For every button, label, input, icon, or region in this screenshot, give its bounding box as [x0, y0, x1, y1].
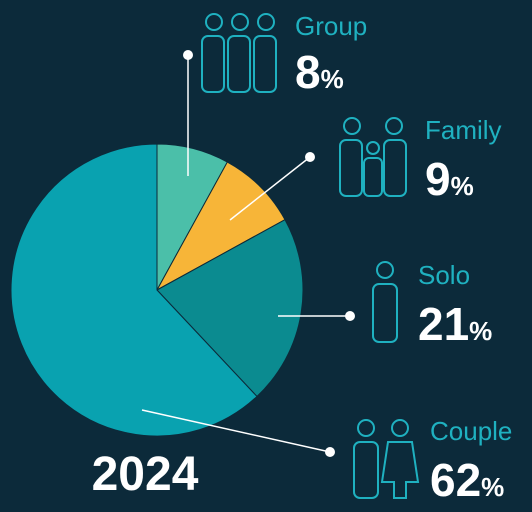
leader-dot [183, 50, 193, 60]
value-label: 62% [430, 454, 504, 506]
value-label: 9% [425, 153, 474, 205]
value-unit: % [481, 472, 504, 502]
category-label: Solo [418, 260, 470, 290]
leader-dot [305, 152, 315, 162]
couple-icon [353, 419, 420, 499]
leader-dot [345, 311, 355, 321]
value-number: 21 [418, 298, 469, 350]
pie-slice [156, 218, 304, 398]
pie-slice [155, 161, 286, 292]
value-unit: % [469, 316, 492, 346]
value-number: 9 [425, 153, 451, 205]
category-label: Couple [430, 416, 512, 446]
value-unit: % [321, 64, 344, 94]
category-label: Family [425, 115, 502, 145]
pie [10, 143, 304, 437]
leader-dot [325, 447, 335, 457]
value-label: 8% [295, 46, 344, 98]
family-icon [339, 117, 407, 197]
pie-slice [10, 143, 258, 437]
leader-line [229, 156, 311, 221]
value-label: 21% [418, 298, 492, 350]
value-unit: % [451, 171, 474, 201]
value-number: 8 [295, 46, 321, 98]
value-number: 62 [430, 454, 481, 506]
leader-line [141, 409, 331, 453]
solo-icon [372, 261, 398, 343]
chart-title: 2024 [92, 448, 199, 501]
category-label: Group [295, 11, 367, 41]
group-icon [201, 13, 277, 93]
